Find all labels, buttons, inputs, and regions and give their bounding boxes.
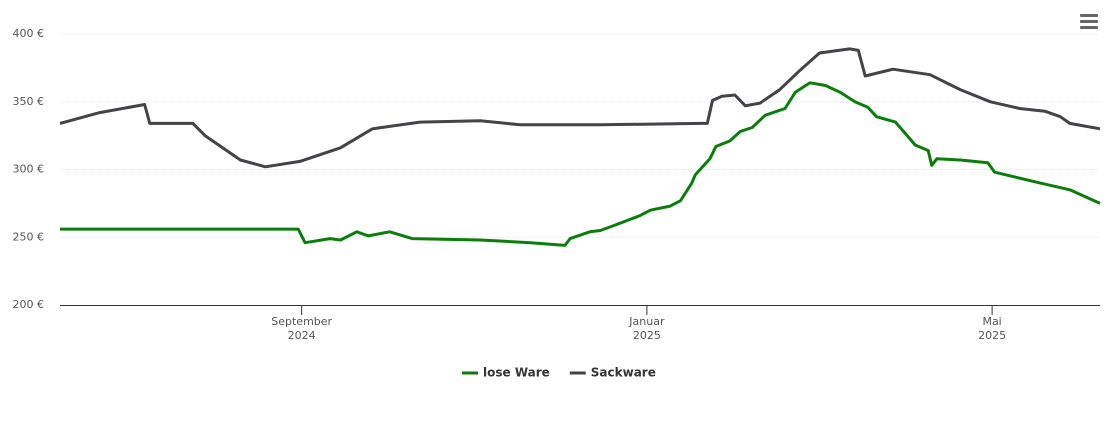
x-tick-label: Mai 2025: [978, 315, 1006, 342]
menu-button[interactable]: [1080, 14, 1098, 29]
y-tick-label: 250 €: [13, 230, 45, 243]
legend-label: lose Ware: [483, 366, 550, 380]
menu-icon-bar[interactable]: [1080, 26, 1098, 29]
menu-icon-bar[interactable]: [1080, 14, 1098, 17]
x-tick-label: Januar 2025: [628, 315, 665, 342]
menu-icon-bar[interactable]: [1080, 20, 1098, 23]
legend: lose Ware Sackware: [462, 366, 656, 380]
x-tick-label: September 2024: [271, 315, 332, 342]
legend-label: Sackware: [591, 366, 656, 380]
y-tick-label: 350 €: [13, 95, 45, 108]
y-tick-label: 400 €: [13, 27, 45, 40]
line-series: [60, 81, 1101, 247]
y-tick-label: 200 €: [13, 298, 45, 311]
y-tick-label: 300 €: [13, 163, 45, 176]
line-series: [59, 47, 1101, 169]
